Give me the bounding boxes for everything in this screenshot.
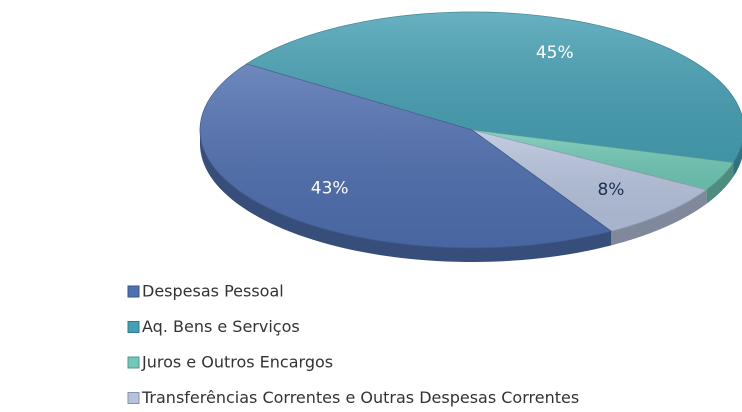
- slice-shade: [472, 130, 734, 190]
- legend-swatch: [127, 321, 140, 333]
- legend-label: Aq. Bens e Serviços: [142, 317, 300, 336]
- data-label: 43%: [311, 178, 349, 198]
- slice-shade: [472, 130, 707, 232]
- data-label: 8%: [597, 180, 624, 200]
- legend-swatch: [127, 392, 140, 404]
- slice-side: [706, 162, 734, 204]
- slice-side: [200, 130, 612, 262]
- legend-label: Despesas Pessoal: [142, 282, 284, 301]
- slice-shade: [246, 12, 742, 163]
- legend-label: Juros e Outros Encargos: [141, 353, 333, 372]
- legend-swatch: [127, 285, 140, 298]
- slice-side: [611, 189, 707, 246]
- legend-swatch: [127, 356, 140, 369]
- slice-side: [733, 144, 742, 177]
- slice-shade: [200, 64, 612, 248]
- data-label: 45%: [536, 43, 574, 63]
- legend-label: Transferências Correntes e Outras Despes…: [141, 388, 579, 407]
